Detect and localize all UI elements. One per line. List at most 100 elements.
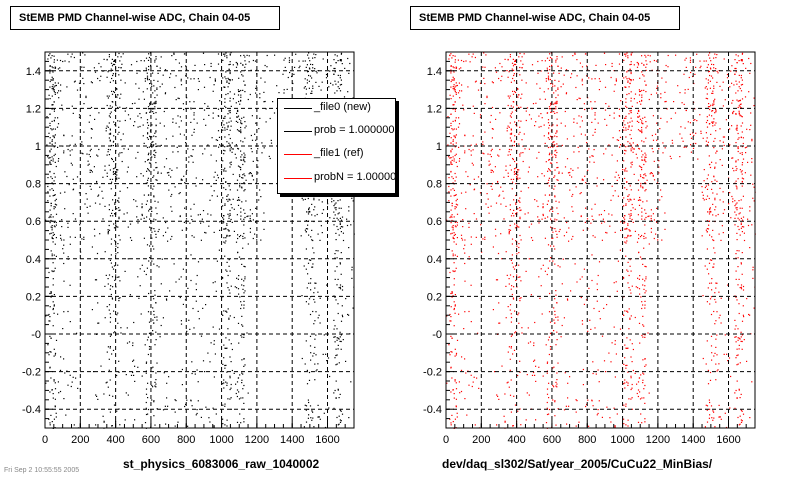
scatter-point bbox=[226, 311, 228, 313]
scatter-point bbox=[713, 417, 715, 419]
scatter-point bbox=[513, 80, 515, 82]
scatter-point bbox=[177, 151, 179, 153]
scatter-point bbox=[124, 270, 126, 272]
scatter-point bbox=[514, 59, 517, 61]
scatter-point bbox=[315, 370, 317, 372]
scatter-point bbox=[236, 277, 238, 279]
scatter-point bbox=[144, 161, 146, 163]
scatter-point bbox=[50, 377, 52, 379]
scatter-point bbox=[614, 190, 616, 192]
scatter-point bbox=[583, 268, 585, 270]
scatter-point bbox=[565, 93, 567, 95]
scatter-point bbox=[222, 129, 224, 131]
scatter-point bbox=[59, 369, 62, 371]
scatter-point bbox=[340, 410, 342, 412]
scatter-point bbox=[598, 310, 600, 312]
scatter-point bbox=[195, 177, 197, 179]
scatter-point bbox=[554, 154, 556, 156]
scatter-point bbox=[244, 127, 246, 129]
scatter-point bbox=[629, 185, 631, 187]
scatter-point bbox=[605, 148, 607, 150]
scatter-point bbox=[625, 204, 627, 206]
scatter-point bbox=[643, 325, 645, 327]
scatter-point bbox=[53, 101, 55, 103]
scatter-point bbox=[116, 177, 118, 179]
scatter-point bbox=[108, 394, 111, 396]
scatter-point bbox=[458, 82, 460, 84]
scatter-point bbox=[507, 351, 509, 353]
scatter-point bbox=[556, 102, 558, 104]
scatter-point bbox=[636, 61, 638, 64]
scatter-point bbox=[658, 166, 660, 168]
scatter-point bbox=[690, 71, 692, 74]
scatter-point bbox=[241, 154, 243, 156]
scatter-point bbox=[105, 130, 107, 132]
scatter-point bbox=[735, 80, 737, 82]
scatter-point bbox=[229, 356, 231, 358]
scatter-point bbox=[591, 107, 593, 109]
scatter-point bbox=[157, 230, 159, 233]
scatter-point bbox=[715, 57, 717, 59]
scatter-point bbox=[336, 257, 338, 259]
scatter-point bbox=[337, 278, 339, 280]
scatter-point bbox=[456, 255, 458, 257]
scatter-point bbox=[561, 144, 563, 146]
scatter-point bbox=[160, 172, 162, 174]
scatter-point bbox=[706, 248, 708, 250]
scatter-point bbox=[596, 414, 598, 416]
scatter-point bbox=[713, 57, 715, 59]
scatter-point bbox=[596, 300, 598, 302]
scatter-point bbox=[738, 74, 740, 76]
scatter-point bbox=[211, 195, 213, 197]
scatter-point bbox=[339, 421, 342, 423]
scatter-point bbox=[155, 56, 157, 58]
scatter-point bbox=[140, 117, 142, 119]
scatter-point bbox=[124, 82, 126, 84]
scatter-point bbox=[122, 53, 124, 55]
scatter-point bbox=[505, 285, 507, 287]
scatter-point bbox=[89, 205, 91, 207]
scatter-point bbox=[236, 395, 238, 398]
scatter-point bbox=[625, 203, 627, 205]
scatter-point bbox=[249, 231, 251, 233]
scatter-point bbox=[450, 292, 452, 295]
scatter-point bbox=[656, 221, 658, 223]
scatter-point bbox=[544, 217, 546, 219]
scatter-point bbox=[338, 207, 340, 209]
scatter-point bbox=[51, 86, 53, 88]
scatter-point bbox=[303, 265, 305, 267]
scatter-point bbox=[149, 257, 151, 259]
scatter-point bbox=[458, 117, 460, 119]
scatter-point bbox=[705, 97, 707, 99]
scatter-point bbox=[212, 90, 214, 92]
scatter-point bbox=[507, 104, 509, 107]
scatter-point bbox=[152, 307, 154, 309]
scatter-point bbox=[278, 92, 280, 94]
scatter-point bbox=[171, 169, 173, 171]
scatter-point bbox=[545, 78, 547, 80]
scatter-point bbox=[450, 233, 452, 235]
scatter-point bbox=[110, 188, 112, 190]
scatter-point bbox=[217, 130, 220, 132]
scatter-point bbox=[536, 200, 538, 202]
scatter-point bbox=[58, 158, 60, 160]
scatter-point bbox=[679, 133, 681, 135]
scatter-point bbox=[155, 130, 157, 132]
scatter-point bbox=[229, 375, 231, 377]
scatter-point bbox=[348, 314, 350, 316]
scatter-point bbox=[453, 71, 455, 73]
scatter-point bbox=[490, 150, 492, 152]
scatter-point bbox=[735, 161, 737, 163]
scatter-point bbox=[645, 121, 647, 123]
scatter-point bbox=[341, 305, 343, 307]
scatter-point bbox=[603, 307, 605, 309]
scatter-point bbox=[725, 119, 727, 121]
scatter-point bbox=[224, 129, 226, 131]
scatter-point bbox=[61, 104, 63, 106]
scatter-point bbox=[452, 227, 454, 229]
scatter-point bbox=[531, 374, 534, 376]
scatter-point bbox=[645, 127, 647, 129]
scatter-point bbox=[744, 147, 746, 149]
scatter-point bbox=[489, 121, 491, 123]
scatter-point bbox=[740, 336, 742, 338]
